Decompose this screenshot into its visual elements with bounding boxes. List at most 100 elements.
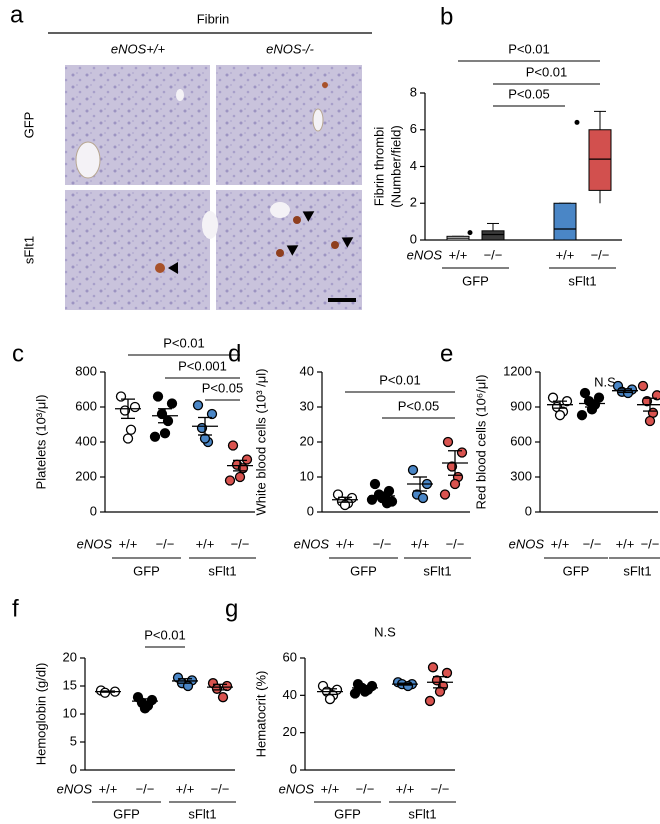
significance-label: P<0.01 bbox=[144, 627, 186, 642]
vessel bbox=[202, 211, 218, 239]
data-point bbox=[122, 433, 134, 444]
significance-label: P<0.05 bbox=[398, 398, 440, 413]
group-label: sFlt1 bbox=[188, 806, 216, 821]
x-tick-label: +/+ bbox=[556, 247, 575, 262]
x-tick-label: +/+ bbox=[336, 536, 355, 551]
data-point bbox=[381, 498, 393, 509]
data-point bbox=[554, 410, 566, 421]
data-point bbox=[547, 392, 559, 403]
y-tick-label: 40 bbox=[283, 687, 297, 702]
data-point bbox=[651, 390, 660, 401]
y-tick-label: 600 bbox=[510, 433, 532, 448]
group-label: GFP bbox=[113, 806, 140, 821]
group-label: GFP bbox=[462, 273, 489, 288]
x-tick-label: −/− bbox=[211, 781, 230, 796]
data-point bbox=[241, 454, 253, 465]
arrowhead bbox=[168, 262, 178, 274]
data-point bbox=[369, 478, 381, 490]
data-point bbox=[159, 428, 171, 439]
annotation: N.S bbox=[374, 624, 396, 639]
panel-letter: b bbox=[440, 3, 453, 30]
arrowhead bbox=[286, 245, 299, 256]
x-tick-label: +/+ bbox=[449, 247, 468, 262]
data-point bbox=[206, 408, 218, 420]
data-point bbox=[149, 431, 161, 442]
fibrin-deposit bbox=[293, 216, 301, 224]
arrowhead bbox=[341, 237, 354, 248]
box bbox=[553, 202, 577, 241]
panel-letter: a bbox=[10, 1, 24, 28]
fibrin-deposit bbox=[155, 263, 165, 273]
group-label: GFP bbox=[563, 563, 590, 578]
y-tick-label: 900 bbox=[510, 398, 532, 413]
panel-title: Fibrin bbox=[197, 11, 230, 26]
y-tick-label: 10 bbox=[300, 468, 314, 483]
x-tick-label: −/− bbox=[373, 536, 392, 551]
row-label: GFP bbox=[21, 112, 36, 139]
y-tick-label: 0 bbox=[307, 503, 314, 518]
y-tick-label: 60 bbox=[283, 649, 297, 664]
y-tick-label: 300 bbox=[510, 468, 532, 483]
y-tick-label: 800 bbox=[75, 363, 97, 378]
data-point bbox=[221, 680, 233, 692]
data-point bbox=[152, 391, 164, 402]
group-label: GFP bbox=[334, 806, 361, 821]
x-tick-label: −/− bbox=[136, 781, 155, 796]
data-point bbox=[224, 475, 236, 486]
y-tick-label: 200 bbox=[75, 468, 97, 483]
group-label: sFlt1 bbox=[208, 563, 236, 578]
y-tick-label: 20 bbox=[283, 724, 297, 739]
y-axis-label: White blood cells (10³ /μl) bbox=[253, 369, 268, 516]
vessel bbox=[176, 89, 184, 101]
y-tick-label: 600 bbox=[75, 398, 97, 413]
y-axis-label: Fibrin thrombi bbox=[371, 127, 386, 207]
data-point bbox=[456, 447, 468, 458]
data-point bbox=[576, 410, 588, 421]
significance-label: P<0.01 bbox=[526, 64, 568, 79]
x-tick-label: −/− bbox=[231, 536, 250, 551]
y-axis-label: Red blood cells (10⁶/μl) bbox=[473, 375, 488, 510]
data-point bbox=[192, 400, 204, 411]
outlier bbox=[467, 230, 473, 236]
x-tick-label: −/− bbox=[591, 247, 610, 262]
data-point bbox=[446, 461, 458, 472]
panel-letter: e bbox=[440, 340, 453, 367]
data-point bbox=[439, 489, 451, 500]
y-tick-label: 0 bbox=[525, 503, 532, 518]
y-tick-label: 15 bbox=[63, 677, 77, 692]
data-point bbox=[349, 688, 361, 699]
x-tick-label: +/+ bbox=[411, 536, 430, 551]
y-tick-label: 4 bbox=[410, 158, 417, 173]
x-tick-label: −/− bbox=[356, 781, 375, 796]
data-point bbox=[227, 440, 239, 451]
data-point bbox=[427, 662, 439, 673]
y-tick-label: 0 bbox=[410, 231, 417, 246]
y-tick-label: 10 bbox=[63, 705, 77, 720]
scale-bar bbox=[328, 298, 356, 302]
data-point bbox=[324, 693, 336, 705]
genotype-label: eNOS bbox=[77, 536, 113, 551]
vessel bbox=[312, 108, 324, 132]
data-point bbox=[449, 478, 461, 490]
y-axis-label: Hematocrit (%) bbox=[253, 671, 268, 758]
x-tick-label: −/− bbox=[446, 536, 465, 551]
y-tick-label: 20 bbox=[300, 433, 314, 448]
annotation: N.S bbox=[594, 374, 616, 389]
data-point bbox=[441, 667, 453, 679]
genotype-label: eNOS bbox=[279, 781, 315, 796]
y-tick-label: 0 bbox=[70, 761, 77, 776]
x-tick-label: +/+ bbox=[119, 536, 138, 551]
significance-label: P<0.001 bbox=[178, 358, 227, 373]
vessel bbox=[75, 141, 101, 179]
y-axis-label: Hemoglobin (g/dl) bbox=[33, 663, 48, 766]
data-point bbox=[424, 695, 436, 707]
y-tick-label: 8 bbox=[410, 84, 417, 99]
column-label: eNOS-/- bbox=[266, 41, 314, 56]
data-point bbox=[366, 494, 378, 505]
vessel bbox=[270, 202, 290, 218]
data-point bbox=[442, 436, 454, 448]
significance-label: P<0.05 bbox=[202, 380, 244, 395]
y-tick-label: 30 bbox=[300, 398, 314, 413]
fibrin-deposit bbox=[322, 82, 328, 88]
